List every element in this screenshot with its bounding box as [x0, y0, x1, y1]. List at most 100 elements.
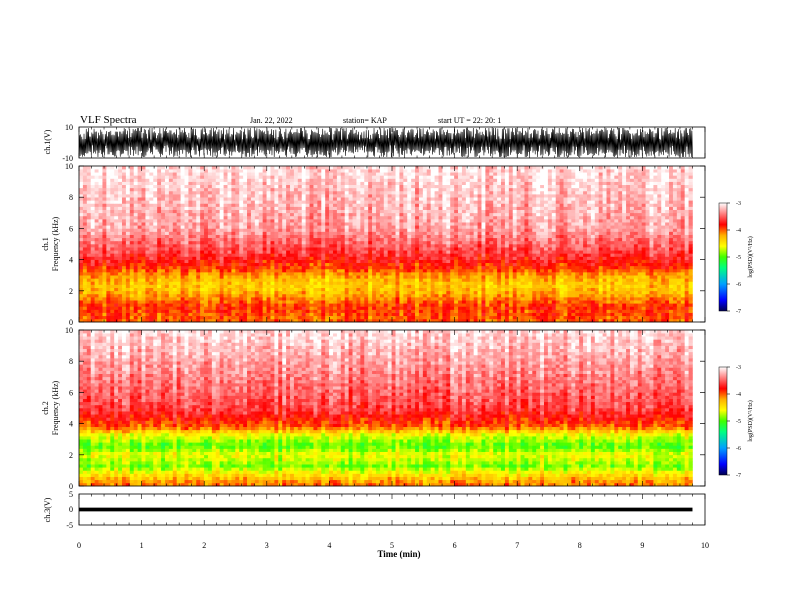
spectrogram-cell — [669, 247, 674, 251]
spectrogram-cell — [200, 306, 205, 310]
spectrogram-cell — [321, 303, 326, 307]
spectrogram-cell — [372, 240, 377, 245]
spectrogram-cell — [368, 293, 373, 298]
spectrogram-cell — [278, 272, 283, 276]
spectrogram-cell — [274, 247, 279, 251]
spectrogram-cell — [395, 259, 400, 264]
spectrogram-cell — [684, 250, 689, 254]
spectrogram-cell — [676, 231, 682, 235]
spectrogram-cell — [594, 318, 599, 323]
spectrogram-cell — [262, 275, 267, 279]
spectrogram-cell — [344, 284, 349, 288]
spectrogram-cell — [235, 228, 240, 232]
spectrogram-cell — [180, 262, 185, 267]
spectrogram-cell — [676, 278, 682, 282]
spectrogram-cell — [301, 259, 306, 264]
spectrogram-cell — [106, 300, 111, 304]
spectrogram-cell — [254, 318, 260, 323]
spectrogram-cell — [465, 250, 471, 254]
spectrogram-cell — [172, 306, 177, 310]
spectrogram-cell — [629, 293, 635, 298]
spectrogram-cell — [512, 312, 517, 317]
spectrogram-cell — [247, 315, 252, 320]
spectrogram-cell — [426, 312, 431, 317]
spectrogram-cell — [133, 287, 138, 292]
spectrogram-cell — [364, 237, 369, 242]
spectrogram-cell — [250, 225, 256, 229]
spectrogram-cell — [325, 293, 330, 298]
spectrogram-cell — [461, 234, 467, 239]
spectrogram-cell — [516, 312, 521, 317]
spectrogram-cell — [94, 234, 99, 239]
spectrogram-cell — [309, 281, 314, 285]
spectrogram-cell — [102, 234, 107, 239]
spectrogram-cell — [665, 315, 670, 320]
spectrogram-cell — [157, 256, 162, 260]
spectrogram-cell — [329, 237, 334, 242]
spectrogram-cell — [575, 306, 580, 310]
spectrogram-cell — [125, 300, 131, 304]
spectrogram-cell — [532, 228, 537, 232]
spectrogram-cell — [458, 225, 463, 229]
spectrogram-cell — [383, 312, 388, 317]
spectrogram-cell — [133, 290, 138, 295]
spectrogram-cell — [200, 281, 205, 285]
spectrogram-cell — [669, 225, 674, 229]
spectrogram-cell — [684, 244, 689, 248]
spectrogram-cell — [528, 253, 533, 257]
spectrogram-cell — [590, 290, 596, 295]
spectrogram-cell — [258, 228, 263, 232]
spectrogram-cell — [434, 300, 439, 304]
spectrogram-cell — [145, 312, 150, 317]
spectrogram-cell — [90, 228, 95, 232]
spectrogram-cell — [579, 290, 584, 295]
spectrogram-cell — [501, 231, 506, 235]
spectrogram-cell — [399, 290, 404, 295]
spectrogram-cell — [290, 228, 295, 232]
spectrogram-cell — [129, 234, 135, 239]
spectrogram-cell — [543, 231, 549, 235]
spectrogram-cell — [164, 315, 170, 320]
spectrogram-cell — [614, 275, 619, 279]
spectrogram-cell — [575, 240, 580, 245]
spectrogram-cell — [360, 290, 365, 295]
spectrogram-cell — [610, 234, 615, 239]
spectrogram-cell — [235, 250, 240, 254]
spectrogram-cell — [610, 259, 615, 264]
spectrogram-cell — [200, 240, 205, 245]
spectrogram-cell — [227, 312, 232, 317]
spectrogram-cell — [676, 225, 682, 229]
spectrogram-cell — [344, 234, 349, 239]
spectrogram-cell — [301, 287, 306, 292]
spectrogram-cell — [610, 228, 615, 232]
spectrogram-cell — [129, 259, 135, 264]
spectrogram-cell — [618, 256, 623, 260]
spectrogram-cell — [82, 275, 88, 279]
spectrogram-cell — [422, 234, 428, 239]
spectrogram-cell — [649, 237, 654, 242]
spectrogram-cell — [567, 247, 572, 251]
spectrogram-cell — [223, 240, 228, 245]
spectrogram-cell — [90, 303, 95, 307]
spectrogram-cell — [438, 272, 443, 276]
spectrogram-cell — [86, 234, 92, 239]
spectrogram-cell — [356, 293, 361, 298]
spectrogram-cell — [543, 253, 549, 257]
spectrogram-cell — [176, 284, 181, 288]
spectrogram-cell — [309, 290, 314, 295]
spectrogram-cell — [325, 315, 330, 320]
spectrogram-cell — [489, 240, 494, 245]
spectrogram-cell — [524, 225, 529, 229]
spectrogram-cell — [422, 253, 428, 257]
spectrogram-cell — [411, 250, 416, 254]
spectrogram-cell — [563, 262, 568, 267]
spectrogram-cell — [583, 247, 588, 251]
spectrogram-cell — [235, 231, 240, 235]
spectrogram-cell — [290, 281, 295, 285]
spectrogram-cell — [563, 234, 568, 239]
spectrogram-cell — [290, 278, 295, 282]
spectrogram-cell — [481, 297, 486, 301]
spectrogram-cell — [395, 222, 400, 226]
spectrogram-cell — [290, 297, 295, 301]
spectrogram-cell — [614, 262, 619, 267]
